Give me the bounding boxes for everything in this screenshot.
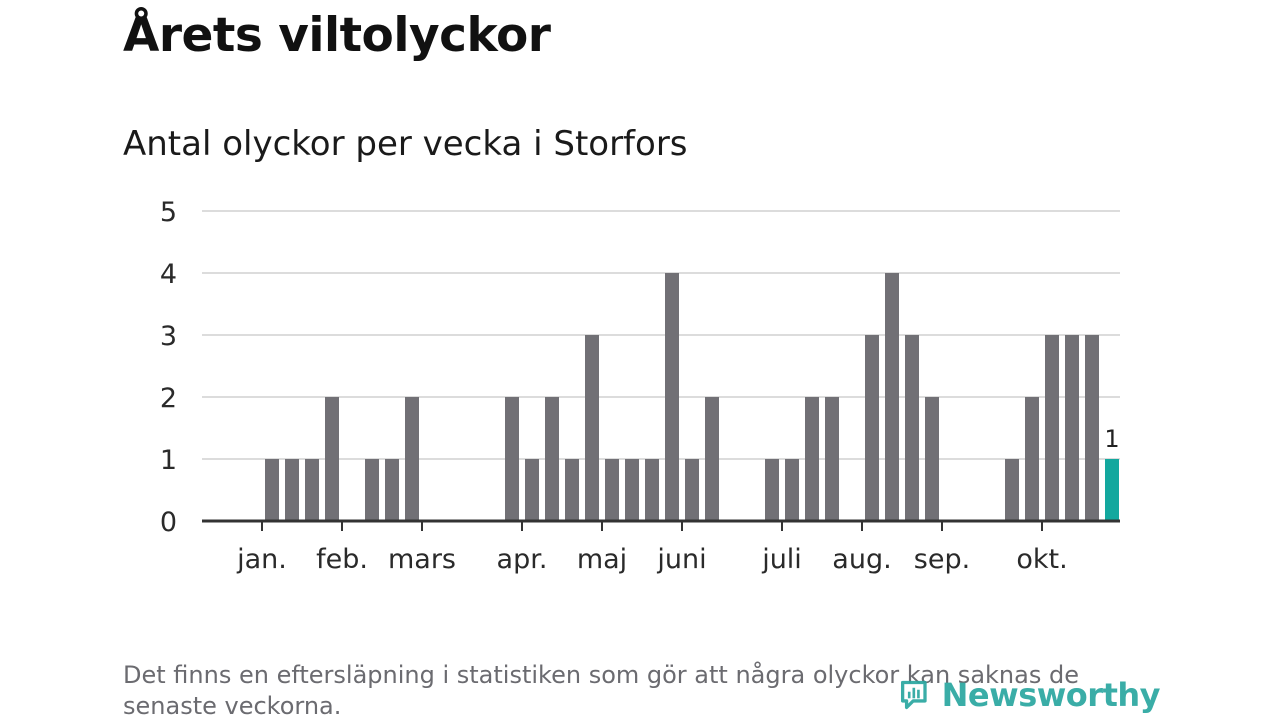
bar <box>285 459 299 521</box>
x-tick-label: sep. <box>914 544 970 575</box>
y-tick-label: 2 <box>160 383 177 414</box>
x-tick-label: okt. <box>1016 544 1067 575</box>
bar <box>1005 459 1019 521</box>
bar <box>385 459 399 521</box>
bar <box>265 459 279 521</box>
chart-title: Antal olyckor per vecka i Storfors <box>123 124 688 164</box>
bar <box>1045 335 1059 521</box>
y-tick-label: 1 <box>160 445 177 476</box>
bar <box>805 397 819 521</box>
data-label: 1 <box>1104 425 1119 453</box>
bar <box>645 459 659 521</box>
bar <box>625 459 639 521</box>
bar <box>525 459 539 521</box>
y-tick-label: 0 <box>160 507 177 538</box>
page-title: Årets viltolyckor <box>123 8 551 63</box>
x-tick-label: maj <box>577 544 627 575</box>
bar <box>785 459 799 521</box>
bar <box>305 459 319 521</box>
x-tick-label: juli <box>761 544 802 575</box>
bar <box>565 459 579 521</box>
bar <box>1085 335 1099 521</box>
bar <box>1025 397 1039 521</box>
bar <box>925 397 939 521</box>
bar <box>585 335 599 521</box>
bar <box>325 397 339 521</box>
x-tick-label: juni <box>656 544 706 575</box>
bar <box>905 335 919 521</box>
x-tick-label: mars <box>388 544 456 575</box>
bar <box>825 397 839 521</box>
bar <box>865 335 879 521</box>
x-tick-label: jan. <box>236 544 287 575</box>
y-tick-label: 3 <box>160 321 177 352</box>
bar <box>545 397 559 521</box>
bar <box>1065 335 1079 521</box>
bar <box>885 273 899 521</box>
footnote: Det finns en eftersläpning i statistiken… <box>123 661 1079 720</box>
bar <box>685 459 699 521</box>
bar <box>665 273 679 521</box>
brand-name: Newsworthy <box>941 676 1161 714</box>
x-tick-label: feb. <box>316 544 368 575</box>
y-tick-label: 4 <box>160 259 177 290</box>
bar <box>505 397 519 521</box>
bar-current-week <box>1105 459 1119 521</box>
bar <box>405 397 419 521</box>
bar-chart: 0 1 2 3 4 5 1 jan. feb. mars apr. maj juni juli aug. se… <box>160 197 1120 575</box>
bar <box>365 459 379 521</box>
bar <box>705 397 719 521</box>
x-tick-label: aug. <box>832 544 891 575</box>
x-tick-label: apr. <box>497 544 548 575</box>
y-tick-label: 5 <box>160 197 177 228</box>
bar <box>765 459 779 521</box>
newsworthy-logo-icon <box>900 680 927 710</box>
newsworthy-logo: Newsworthy <box>900 670 1161 720</box>
bar <box>605 459 619 521</box>
